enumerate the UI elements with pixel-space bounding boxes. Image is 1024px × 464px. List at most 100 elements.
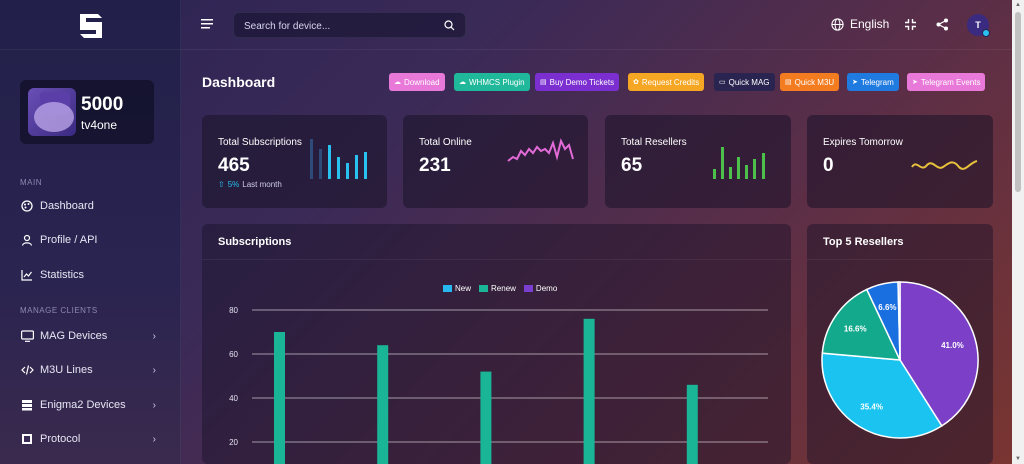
sidebar-item-dashboard[interactable]: Dashboard [20,196,170,216]
scroll-up-arrow-icon[interactable]: ▲ [1015,2,1021,8]
chevron-right-icon: › [152,433,156,445]
legend-swatch [479,285,489,292]
pie-slice[interactable] [897,281,901,361]
stat-value: 465 [218,155,250,176]
sidebar-item-label: Dashboard [40,200,94,212]
stat-label: Total Online [419,137,472,148]
stat-card-total-subscriptions: Total Subscriptions 465 ⇧ 5% Last month [202,115,387,208]
stat-label: Expires Tomorrow [823,137,903,148]
search-box [233,12,466,38]
cloud-download-icon: ☁ [394,79,401,86]
sidebar-item-protocol[interactable]: Protocol › [20,429,170,449]
subscriptions-legend: New Renew Demo [443,284,565,293]
scroll-down-arrow-icon[interactable]: ▼ [1015,456,1021,462]
palette-icon [20,199,34,213]
pie-slice-label: 16.6% [844,325,867,334]
search-icon[interactable] [444,20,455,31]
stat-value: 0 [823,155,834,176]
request-credits-button[interactable]: ✿ Request Credits [628,73,705,91]
panel-divider [807,259,993,260]
pie-slice-label: 41.0% [941,341,964,350]
legend-swatch [523,285,533,292]
search-input[interactable] [244,18,434,34]
tv-icon: ▭ [719,79,726,86]
online-sparkline [507,138,574,162]
stat-trend: ⇧ 5% Last month [218,180,282,189]
panel-divider [202,259,791,260]
chevron-right-icon: › [152,364,156,376]
sidebar: 5000 tv4one MAIN Dashboard Profile / API… [0,0,181,464]
pie-slice-label: 35.4% [860,403,883,412]
user-avatar[interactable]: T [967,14,990,37]
sidebar-item-mag-devices[interactable]: MAG Devices › [20,326,170,346]
page-title: Dashboard [202,74,276,90]
sidebar-item-m3u-lines[interactable]: M3U Lines › [20,360,170,380]
bar-renew[interactable] [377,345,389,464]
page-scrollbar[interactable]: ▲ ▼ [1012,0,1024,464]
logo-icon[interactable] [78,12,104,40]
bar-renew[interactable] [480,371,492,464]
sidebar-item-enigma2-devices[interactable]: Enigma2 Devices › [20,395,170,415]
bar-renew[interactable] [274,332,285,464]
legend-item-renew[interactable]: Renew [479,284,516,293]
language-label: English [850,17,890,31]
stat-card-total-resellers: Total Resellers 65 [605,115,791,208]
panel-title: Top 5 Resellers [823,236,904,248]
ticket-icon: ▤ [540,79,547,86]
resellers-sparkbars [713,147,765,179]
whmcs-plugin-button[interactable]: ☁ WHMCS Plugin [454,73,530,91]
top-resellers-pie-chart: 41.0% 35.4% 16.6% 6.6% [821,281,979,439]
telegram-events-button[interactable]: ➤ Telegram Events [907,73,986,91]
chevron-right-icon: › [152,399,156,411]
legend-item-new[interactable]: New [443,284,471,293]
language-selector[interactable]: English [831,17,889,31]
legend-item-demo[interactable]: Demo [523,284,557,293]
subscriptions-sparkbars [310,139,367,179]
monitor-icon [20,329,34,343]
scrollbar-thumb[interactable] [1015,12,1021,192]
coins-icon: ✿ [633,79,639,86]
buy-demo-tickets-button[interactable]: ▤ Buy Demo Tickets [535,73,620,91]
bar-renew[interactable] [583,318,595,464]
list-icon: ▤ [785,79,792,86]
sidebar-header [0,0,181,50]
stat-label: Total Resellers [621,137,687,148]
online-status-dot [982,29,990,37]
pie-slice[interactable] [821,288,902,361]
code-icon [20,363,34,377]
quick-mag-button[interactable]: ▭ Quick MAG [714,73,775,91]
download-button[interactable]: ☁ Download [389,73,445,91]
quick-m3u-button[interactable]: ▤ Quick M3U [780,73,840,91]
nav-section-manage-clients: MANAGE CLIENTS [20,306,98,315]
telegram-button[interactable]: ➤ Telegram [847,73,899,91]
nav-section-main: MAIN [20,178,42,187]
sidebar-item-statistics[interactable]: Statistics [20,265,170,285]
sidebar-item-profile-api[interactable]: Profile / API [20,230,170,250]
profile-username: tv4one [81,118,118,132]
share-icon[interactable] [936,18,949,31]
bar-renew[interactable] [686,384,698,464]
sidebar-item-label: Enigma2 Devices [40,399,126,411]
server-icon [20,398,34,412]
stat-value: 231 [419,155,451,176]
y-tick-label: 60 [229,350,238,359]
user-icon [20,233,34,247]
sidebar-item-label: Protocol [40,433,81,445]
fullscreen-exit-icon[interactable] [904,18,917,31]
protocol-icon [20,432,34,446]
menu-icon[interactable] [201,19,213,29]
expires-sparkline [911,160,978,170]
telegram-icon: ➤ [852,79,858,86]
profile-credits: 5000 [81,94,124,115]
telegram-icon: ➤ [912,79,918,86]
trend-percent: 5% [227,180,240,189]
topbar: English T [181,0,1024,50]
y-tick-label: 20 [229,438,238,447]
stat-value: 65 [621,155,643,176]
profile-card[interactable]: 5000 tv4one [20,80,154,144]
trend-period: Last month [242,180,282,189]
avatar-initial: T [975,20,981,30]
stat-label: Total Subscriptions [218,137,302,148]
pie-slice[interactable] [821,352,943,439]
plugin-icon: ☁ [459,79,466,86]
